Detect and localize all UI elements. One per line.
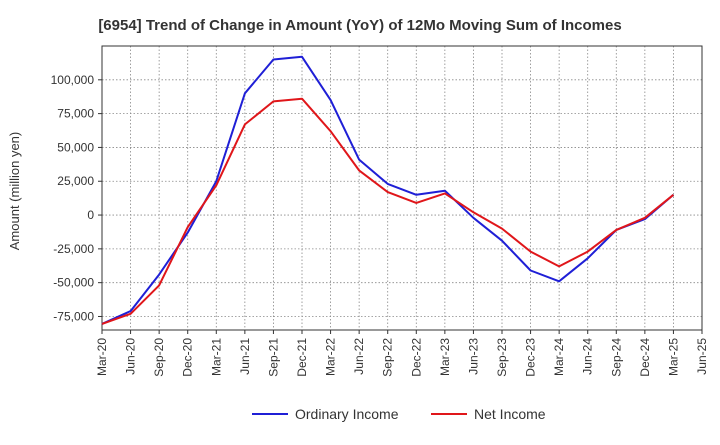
chart-title: [6954] Trend of Change in Amount (YoY) o…: [98, 17, 621, 34]
y-tick-label: 25,000: [57, 174, 94, 188]
plot-area-frame: [101, 45, 703, 331]
x-tick-label: Sep-23: [495, 338, 509, 377]
x-tick-label: Mar-21: [209, 338, 223, 376]
x-tick-label: Mar-25: [666, 338, 680, 376]
x-tick-label: Dec-23: [524, 338, 538, 377]
x-tick-label: Jun-20: [124, 338, 138, 375]
x-tick-label: Dec-24: [638, 338, 652, 377]
series-lines: [101, 55, 675, 325]
x-tick-label: Jun-23: [466, 338, 480, 375]
x-tick-label: Mar-20: [95, 338, 109, 376]
series-line-ordinary-income: [101, 55, 675, 325]
axes: Mar-20 Jun-20 Sep-20 Dec-20 Mar-21 Jun-21 Sep-…: [51, 45, 709, 377]
legend-label: Ordinary Income: [295, 406, 399, 422]
legend-label: Net Income: [474, 406, 546, 422]
y-axis-label: Amount (million yen): [7, 132, 22, 251]
x-tick-label: Mar-24: [552, 338, 566, 376]
x-tick-label: Mar-22: [324, 338, 338, 376]
x-tick-label: Jun-21: [238, 338, 252, 375]
legend: Ordinary Income Net Income: [252, 406, 546, 422]
y-tick-label: 50,000: [57, 140, 94, 154]
x-tick-label: Sep-22: [381, 338, 395, 377]
x-tick-label: Sep-21: [266, 338, 280, 377]
x-tick-label: Sep-24: [609, 338, 623, 377]
x-tick-label: Jun-22: [352, 338, 366, 375]
x-tick-label: Mar-23: [438, 338, 452, 376]
y-tick-label: 0: [87, 208, 94, 222]
x-tick-label: Jun-24: [581, 338, 595, 375]
y-tick-label: -50,000: [53, 276, 94, 290]
x-tick-label: Dec-21: [295, 338, 309, 377]
x-tick-label: Dec-20: [181, 338, 195, 377]
y-tick-label: -75,000: [53, 309, 94, 323]
x-tick-label: Sep-20: [152, 338, 166, 377]
y-tick-label: 100,000: [51, 73, 95, 87]
x-tick-label: Jun-25: [695, 338, 709, 375]
gridlines: [102, 46, 702, 330]
y-tick-label: -25,000: [53, 242, 94, 256]
y-tick-label: 75,000: [57, 107, 94, 121]
series-line-net-income: [101, 97, 675, 325]
x-tick-label: Dec-22: [409, 338, 423, 377]
